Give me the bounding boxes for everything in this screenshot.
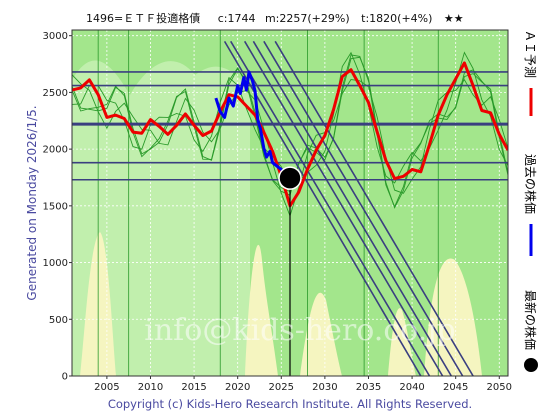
y-tick-label: 2500 — [43, 88, 68, 99]
legend-item-ai-forecast: ＡＩ予測 — [523, 30, 537, 116]
x-tick-label: 2010 — [138, 382, 163, 393]
y-axis: 0 500 1000 1500 2000 2500 3000 — [43, 31, 72, 383]
x-axis: 2005 2010 2015 2020 2025 2030 2035 2040 2045 2050 — [94, 376, 512, 393]
low-valley-band — [245, 244, 278, 376]
x-tick-label: 2015 — [181, 382, 206, 393]
trend-channel-line — [252, 40, 453, 376]
x-tick-label: 2030 — [312, 382, 337, 393]
title-mean: m:2257(+29%) — [265, 12, 350, 25]
copyright-footer: Copyright (c) Kids-Hero Research Institu… — [108, 397, 472, 411]
title-target: t:1820(+4%) — [361, 12, 432, 25]
legend: ＡＩ予測 過去の株価 最新の株価 — [523, 30, 538, 372]
y-tick-label: 2000 — [43, 145, 68, 156]
y-tick-label: 1500 — [43, 201, 68, 212]
y-tick-label: 1000 — [43, 258, 68, 269]
x-tick-label: 2020 — [225, 382, 250, 393]
trend-channel-line — [263, 40, 464, 376]
legend-label: ＡＩ予測 — [523, 30, 537, 78]
historical-band — [72, 60, 250, 376]
plot-frame — [71, 29, 509, 377]
title-stars: ★★ — [444, 12, 464, 25]
y-tick-label: 3000 — [43, 31, 68, 42]
x-tick-label: 2035 — [356, 382, 381, 393]
watermark: info@kids-hero.co.jp — [144, 313, 455, 348]
title-current: c:1744 — [218, 12, 256, 25]
trend-channel-line — [223, 40, 422, 376]
chart-title: 1496=ＥＴＦ投適格債 c:1744 m:2257(+29%) t:1820(… — [86, 11, 464, 25]
title-code-name: 1496=ＥＴＦ投適格債 — [86, 11, 200, 25]
trend-channel — [223, 40, 474, 376]
latest-price-marker — [278, 166, 302, 190]
y-tick-label: 0 — [62, 372, 68, 383]
generated-date-label: Generated on Monday 2026/1/5. — [25, 105, 39, 300]
trend-channel-line — [243, 40, 444, 376]
x-tick-label: 2005 — [94, 382, 119, 393]
legend-item-latest-price: 最新の株価 — [523, 290, 538, 372]
x-tick-label: 2040 — [399, 382, 424, 393]
x-tick-label: 2050 — [487, 382, 512, 393]
trend-channel-line — [230, 40, 431, 376]
low-valley-band — [388, 308, 416, 376]
series-line-past-price — [214, 70, 292, 180]
x-tick-label: 2045 — [443, 382, 468, 393]
trend-channel-line — [274, 40, 474, 376]
latest-layer — [278, 166, 302, 376]
legend-label: 最新の株価 — [523, 290, 538, 350]
x-tick-label: 2025 — [269, 382, 294, 393]
legend-swatch-dot — [524, 358, 538, 372]
y-tick-label: 500 — [49, 315, 68, 326]
low-valley-band — [300, 292, 342, 376]
legend-item-past-price: 過去の株価 — [523, 154, 538, 256]
legend-label: 過去の株価 — [523, 154, 538, 214]
